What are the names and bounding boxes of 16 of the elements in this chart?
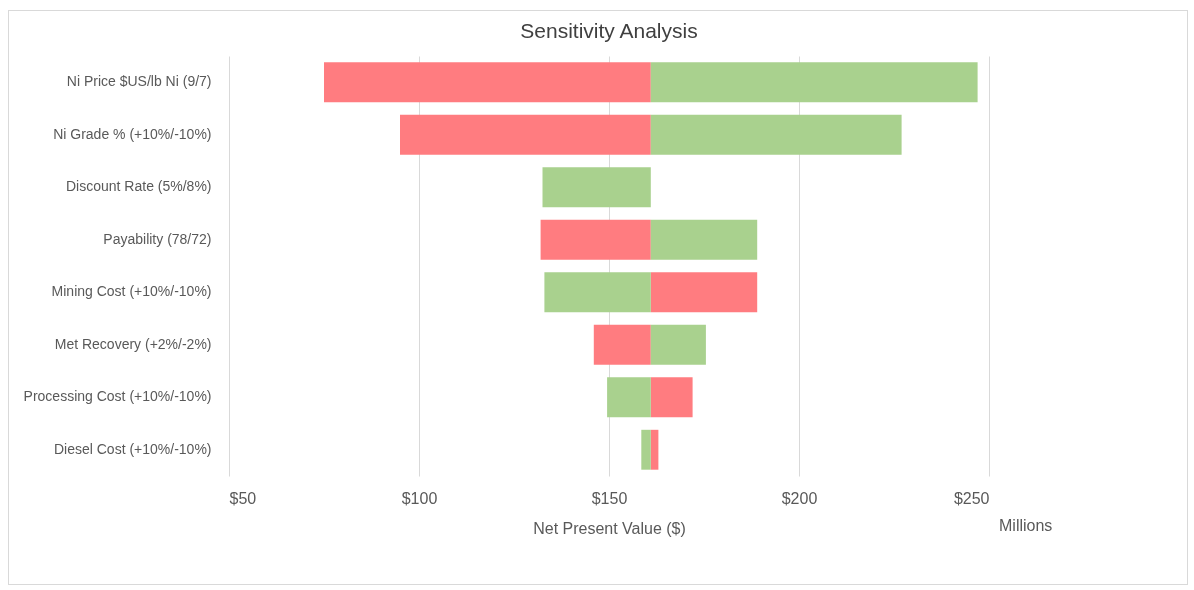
y-tick-label: Ni Price $US/lb Ni (9/7)	[66, 73, 212, 90]
x-axis-title: Net Present Value ($)	[533, 519, 686, 537]
x-tick-label: $250	[953, 489, 990, 507]
x-tick-label: $200	[781, 489, 818, 507]
y-tick-label: Processing Cost (+10%/-10%)	[23, 388, 212, 405]
y-tick-label: Ni Grade % (+10%/-10%)	[53, 125, 212, 142]
y-tick-label: Payability (78/72)	[103, 230, 212, 247]
x-tick-label: $50	[229, 489, 257, 507]
y-tick-label: Discount Rate (5%/8%)	[65, 178, 212, 195]
x-tick-label: $100	[401, 489, 438, 507]
y-tick-label: Mining Cost (+10%/-10%)	[51, 283, 212, 300]
y-tick-label: Diesel Cost (+10%/-10%)	[53, 440, 212, 457]
x-tick-label: $150	[591, 489, 628, 507]
y-tick-label: Met Recovery (+2%/-2%)	[54, 335, 212, 352]
chart-title: Sensitivity Analysis	[520, 19, 698, 42]
text: Millions	[999, 517, 1053, 534]
